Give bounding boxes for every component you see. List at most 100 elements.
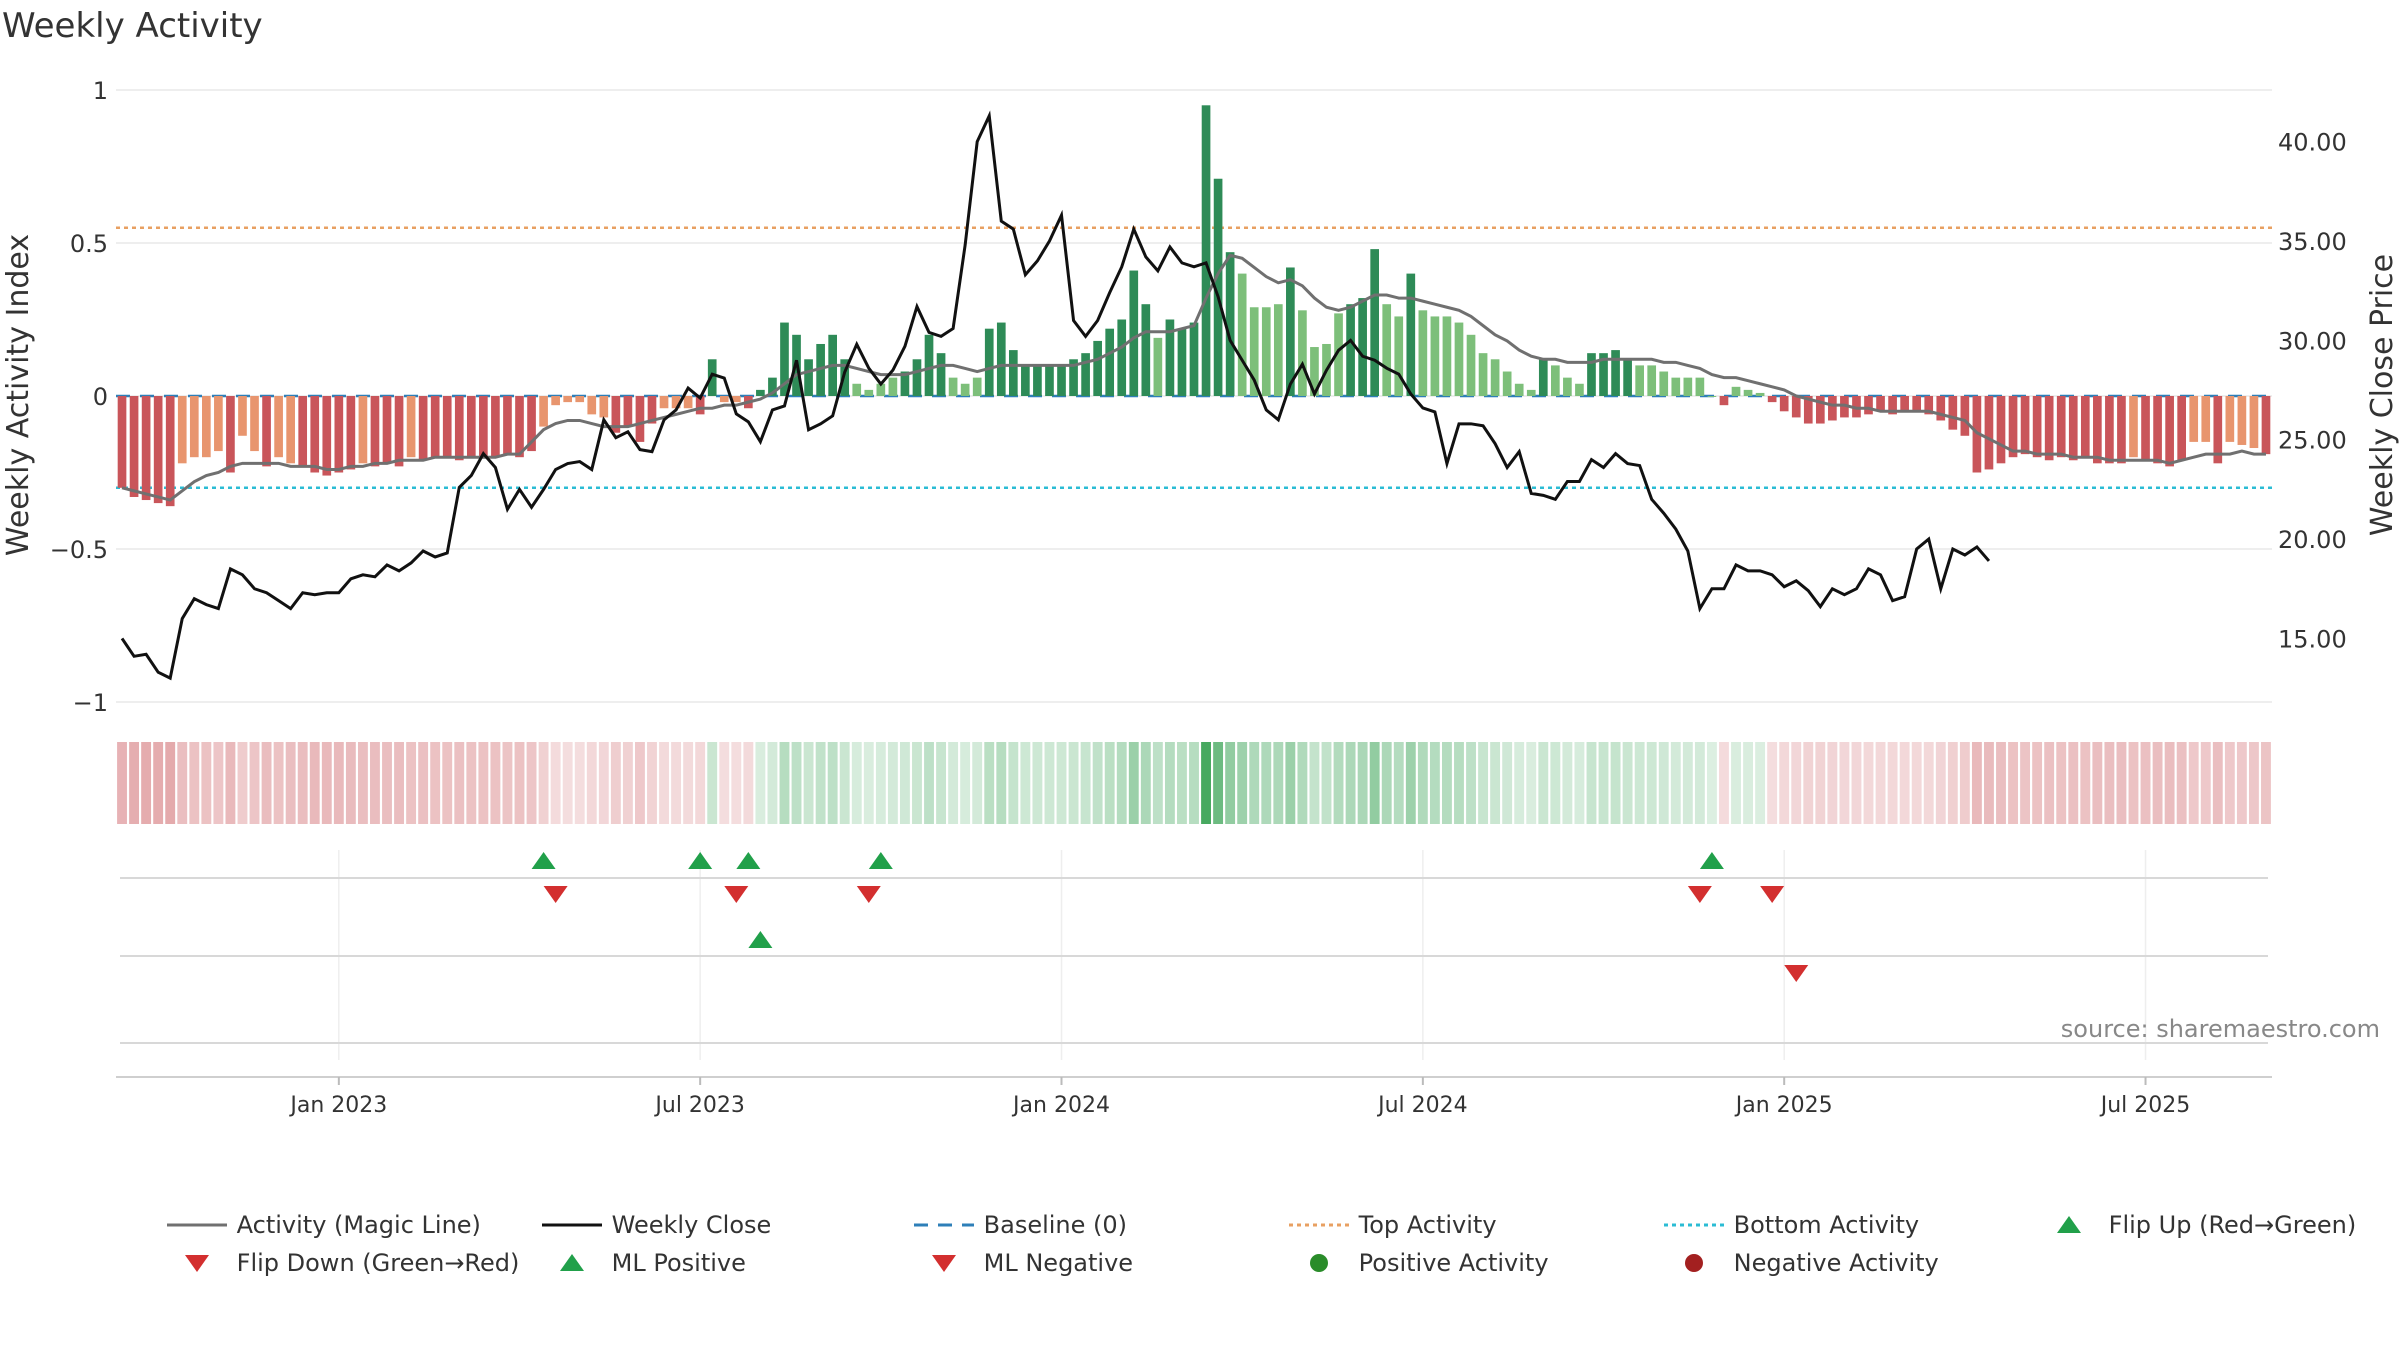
activity-bar	[2008, 396, 2018, 458]
legend-magic-line: Activity (Magic Line)	[167, 1211, 481, 1239]
activity-bar	[1936, 396, 1946, 421]
activity-bar	[515, 396, 524, 458]
activity-bar	[1490, 359, 1500, 396]
activity-bar	[1153, 337, 1163, 396]
activity-bar	[563, 396, 573, 403]
activity-bar	[2189, 396, 2199, 442]
heat-cell	[1767, 742, 1778, 824]
heat-cell	[1454, 742, 1464, 824]
activity-bar	[936, 353, 946, 396]
heat-cell	[225, 742, 236, 824]
activity-bar	[226, 396, 235, 473]
heat-cell	[622, 742, 633, 824]
heat-cell	[1116, 742, 1127, 824]
activity-bar	[479, 396, 488, 458]
legend-top-activity: Top Activity	[1289, 1211, 1497, 1239]
activity-bar	[1177, 328, 1187, 396]
activity-bar	[262, 396, 271, 467]
heat-cell	[839, 742, 850, 824]
heat-cell	[731, 742, 742, 824]
activity-bar	[1286, 267, 1295, 396]
activity-bar	[1141, 304, 1151, 396]
activity-bar	[2141, 396, 2150, 461]
x-tick-label: Jan 2025	[1734, 1093, 1833, 1118]
heat-cell	[1887, 742, 1898, 824]
heat-cell	[1429, 742, 1440, 824]
activity-bar	[1093, 340, 1102, 396]
heat-cell	[743, 742, 754, 824]
activity-bar	[1466, 334, 1476, 396]
heat-cell	[1899, 742, 1910, 824]
heat-cell	[1971, 742, 1982, 824]
heat-cell	[1297, 742, 1308, 824]
heat-cell	[659, 742, 669, 824]
activity-bar	[972, 377, 982, 396]
activity-bar	[575, 396, 585, 403]
heat-cell	[755, 742, 766, 824]
activity-bar	[2225, 396, 2235, 442]
heat-cell	[406, 742, 417, 824]
activity-bar	[1514, 383, 1524, 396]
heat-cell	[117, 742, 127, 824]
activity-bar	[491, 396, 500, 458]
heat-cell	[1598, 742, 1609, 824]
activity-bar	[1021, 365, 1030, 396]
activity-bar	[2020, 396, 2030, 455]
activity-bar	[129, 396, 139, 497]
event-markers	[531, 852, 1809, 982]
heat-cell	[1935, 742, 1946, 824]
activity-bar	[996, 322, 1006, 396]
activity-bar	[1635, 365, 1644, 396]
activity-bar	[2044, 396, 2054, 461]
activity-bar	[2129, 396, 2138, 458]
x-tick-label: Jul 2025	[2099, 1093, 2191, 1118]
heat-cell	[671, 742, 682, 824]
activity-bar	[2105, 396, 2114, 464]
heat-cell	[827, 742, 838, 824]
flip-down-marker	[1687, 886, 1712, 903]
heat-cell	[1345, 742, 1356, 824]
heat-cell	[984, 742, 995, 824]
activity-bar	[430, 396, 440, 458]
legend-weekly-close: Weekly Close	[542, 1211, 772, 1239]
left-tick-label: −0.5	[50, 536, 108, 564]
legend: Activity (Magic Line) Weekly Close Basel…	[0, 1200, 2400, 1290]
activity-bar	[1659, 371, 1669, 396]
activity-bar	[1611, 350, 1620, 396]
activity-bar	[1033, 365, 1042, 396]
flip-down-marker	[856, 886, 881, 903]
activity-bar	[1743, 389, 1753, 396]
heat-cell	[647, 742, 657, 824]
activity-bar	[1502, 371, 1512, 396]
activity-bar	[1117, 319, 1127, 396]
heat-cell	[2164, 742, 2175, 824]
heat-cell	[1646, 742, 1657, 824]
activity-bar	[924, 334, 934, 396]
activity-bar	[864, 389, 874, 396]
activity-bar	[214, 396, 223, 452]
activity-bar	[768, 377, 777, 396]
heat-cell	[2188, 742, 2199, 824]
heat-cell	[189, 742, 200, 824]
heat-cell	[2236, 742, 2247, 824]
activity-chart: 1 0.5 0 −0.5 −1 40.00 35.00 30.00 25.00 20.00 15.…	[1, 77, 2400, 1118]
magic-line	[121, 253, 2266, 502]
heat-cell	[1309, 742, 1320, 824]
activity-bar	[274, 396, 283, 458]
heat-cell	[936, 742, 946, 824]
activity-bar	[707, 359, 717, 396]
left-tick-label: 1	[93, 77, 108, 105]
grid-lines	[116, 89, 2272, 1078]
activity-bar	[1683, 377, 1693, 396]
activity-bar	[683, 396, 693, 409]
activity-bar	[310, 396, 320, 473]
heat-cell	[1478, 742, 1489, 824]
activity-bar	[1924, 396, 1934, 415]
activity-bar	[1623, 359, 1632, 396]
heat-cell	[972, 742, 983, 824]
heat-cell	[695, 742, 706, 824]
activity-bar	[1334, 313, 1343, 396]
heat-cell	[1586, 742, 1597, 824]
activity-bar	[153, 396, 163, 504]
heat-cell	[1104, 742, 1115, 824]
